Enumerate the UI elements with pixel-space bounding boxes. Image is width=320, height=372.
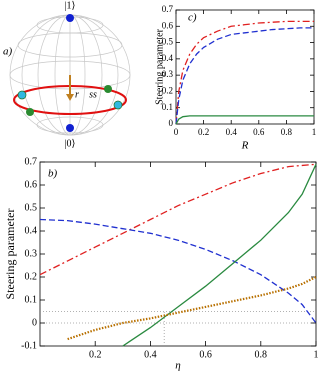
series-line (39, 218, 317, 324)
x-tick-label: 0 (174, 127, 179, 137)
series-line (175, 115, 314, 125)
y-tick-label: 0.2 (162, 85, 173, 95)
y-tick-label: 0.7 (162, 4, 174, 14)
x-tick-label: 0.2 (198, 127, 209, 137)
y-tick-label: 0 (169, 118, 174, 128)
y-tick-label: 0.3 (25, 248, 38, 259)
x-tick-label: 1 (314, 349, 319, 360)
y-tick-label: 0.5 (162, 37, 174, 47)
x-tick-label: 0.6 (199, 349, 212, 360)
x-axis-label: R (241, 140, 249, 152)
ket-label: |0⟩ (65, 138, 76, 149)
y-tick-label: 0.6 (25, 179, 38, 190)
series-line (67, 276, 317, 341)
y-tick-label: 0.3 (162, 69, 174, 79)
y-tick-label: 0.6 (162, 20, 174, 30)
x-tick-label: 0.4 (144, 349, 157, 360)
panel-label: c) (188, 12, 197, 24)
y-tick-label: 0.1 (25, 294, 38, 305)
panel-label: a) (3, 46, 13, 58)
x-tick-label: 0.8 (255, 349, 268, 360)
series-line (175, 20, 314, 125)
x-axis-label: η (175, 360, 180, 372)
x-tick-label: 0.8 (281, 127, 293, 137)
panel-label: b) (48, 168, 58, 180)
series-line (122, 164, 317, 347)
y-axis-label: Steering parameter (3, 209, 17, 300)
ket-label: |1⟩ (65, 0, 76, 11)
series-line (175, 27, 314, 125)
series-line (39, 163, 317, 276)
bloch-sphere (9, 14, 131, 136)
x-tick-label: 0.6 (253, 127, 265, 137)
x-tick-label: 0.4 (226, 127, 238, 137)
y-tick-label: 0.5 (25, 202, 38, 213)
y-tick-label: -0.1 (21, 340, 37, 351)
y-tick-label: 0.4 (162, 53, 174, 63)
vector-label: r⃗ ss (75, 89, 97, 100)
y-tick-label: 0 (32, 317, 37, 328)
x-tick-label: 1 (312, 127, 317, 137)
y-tick-label: 0.2 (25, 271, 38, 282)
y-tick-label: 0.7 (25, 156, 38, 167)
y-tick-label: 0.1 (162, 102, 173, 112)
x-tick-label: 0.2 (89, 349, 102, 360)
y-tick-label: 0.4 (25, 225, 38, 236)
plot-frame (175, 9, 315, 125)
y-axis-label: Steering parameter (154, 28, 165, 104)
